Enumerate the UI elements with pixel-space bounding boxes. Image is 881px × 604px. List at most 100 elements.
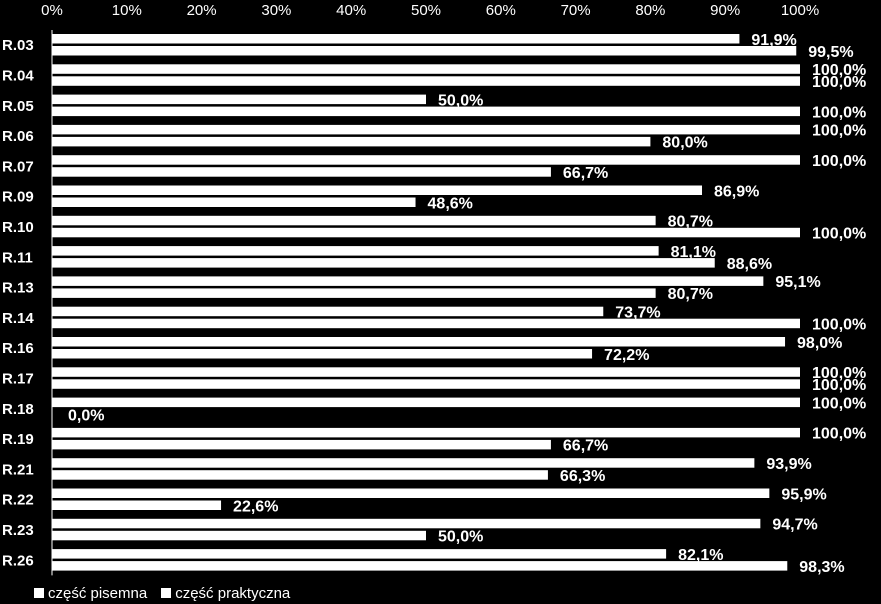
- bar-practical: [52, 106, 800, 117]
- x-tick-label: 70%: [561, 2, 591, 19]
- category-label: R.13: [2, 280, 34, 297]
- data-label-practical: 100,0%: [812, 226, 866, 243]
- data-label-practical: 0,0%: [68, 407, 104, 424]
- bar-written: [52, 549, 667, 559]
- bar-written: [52, 185, 703, 195]
- x-tick-label: 50%: [411, 2, 441, 19]
- bar-practical: [52, 76, 800, 86]
- category-label: R.11: [2, 249, 33, 266]
- data-label-practical: 72,2%: [604, 347, 649, 364]
- bar-practical: [52, 258, 715, 268]
- bar-practical: [52, 227, 800, 238]
- x-tick-label: 0%: [41, 2, 63, 19]
- bar-practical: [52, 561, 788, 571]
- data-label-written: 100,0%: [812, 62, 866, 79]
- bar-written: [52, 276, 764, 286]
- data-label-written: 98,0%: [797, 335, 842, 352]
- data-label-written: 81,1%: [671, 244, 716, 261]
- category-label: R.18: [2, 401, 34, 418]
- category-label: R.26: [2, 552, 34, 569]
- bar-practical: [52, 318, 800, 329]
- data-label-practical: 98,3%: [799, 559, 844, 576]
- bar-written: [52, 337, 786, 347]
- bar-practical: [52, 349, 593, 359]
- bar-practical: [52, 288, 656, 298]
- bar-written: [52, 458, 755, 468]
- data-label-written: 100,0%: [812, 365, 866, 382]
- legend-label-written: część pisemna: [48, 584, 148, 602]
- legend: część pisemna część praktyczna: [34, 584, 290, 602]
- data-label-practical: 100,0%: [812, 377, 866, 394]
- legend-swatch-written: [34, 588, 44, 598]
- data-label-practical: 66,7%: [563, 438, 608, 455]
- category-label: R.07: [2, 158, 34, 175]
- legend-item-practical: część praktyczna: [161, 585, 290, 602]
- x-tick-label: 100%: [781, 2, 819, 19]
- bar-written: [52, 397, 800, 408]
- bar-written: [52, 34, 740, 44]
- category-label: R.21: [2, 461, 34, 478]
- legend-swatch-practical: [161, 588, 172, 598]
- data-label-practical: 80,0%: [662, 135, 707, 152]
- bar-practical: [52, 500, 222, 510]
- category-label: R.23: [2, 522, 34, 539]
- bar-written: [52, 488, 770, 498]
- data-label-written: 95,9%: [781, 486, 826, 503]
- data-label-written: 100,0%: [812, 123, 866, 140]
- bar-written: [52, 427, 800, 438]
- bar-written: [52, 94, 426, 105]
- data-label-practical: 50,0%: [438, 529, 483, 546]
- category-label: R.04: [2, 67, 34, 84]
- data-label-practical: 66,7%: [563, 165, 608, 182]
- bar-practical: [52, 530, 426, 541]
- data-label-written: 91,9%: [751, 32, 796, 49]
- bar-written: [52, 306, 604, 317]
- x-tick-label: 40%: [336, 2, 366, 19]
- bar-written: [52, 246, 659, 256]
- category-label: R.16: [2, 340, 34, 357]
- x-tick-label: 60%: [486, 2, 516, 19]
- category-label: R.05: [2, 98, 34, 115]
- bar-practical: [52, 46, 797, 56]
- data-label-practical: 48,6%: [428, 195, 473, 212]
- data-label-practical: 100,0%: [812, 74, 866, 91]
- data-label-practical: 100,0%: [812, 316, 866, 333]
- bar-written: [52, 124, 800, 135]
- data-label-practical: 80,7%: [668, 286, 713, 303]
- category-label: R.22: [2, 492, 34, 509]
- data-label-practical: 99,5%: [808, 44, 853, 61]
- data-label-written: 80,7%: [668, 214, 713, 231]
- bar-written: [52, 518, 761, 529]
- data-label-written: 100,0%: [812, 153, 866, 170]
- bar-written: [52, 64, 800, 74]
- data-label-written: 94,7%: [772, 517, 817, 534]
- bar-written: [52, 155, 800, 165]
- bar-practical: [52, 136, 651, 147]
- data-label-written: 100,0%: [812, 395, 866, 412]
- x-tick-label: 20%: [187, 2, 217, 19]
- data-label-written: 95,1%: [775, 274, 820, 291]
- x-tick-label: 10%: [112, 2, 142, 19]
- data-label-practical: 88,6%: [727, 256, 772, 273]
- bar-written: [52, 215, 656, 226]
- category-label: R.10: [2, 219, 34, 236]
- x-tick-label: 30%: [261, 2, 291, 19]
- data-label-written: 73,7%: [615, 304, 660, 321]
- data-label-written: 86,9%: [714, 183, 759, 200]
- x-tick-label: 90%: [710, 2, 740, 19]
- data-label-practical: 66,3%: [560, 468, 605, 485]
- bar-written: [52, 367, 800, 377]
- category-label: R.06: [2, 128, 34, 145]
- bar-practical: [52, 379, 800, 389]
- data-label-written: 50,0%: [438, 92, 483, 109]
- legend-label-practical: część praktyczna: [175, 584, 291, 602]
- data-label-written: 82,1%: [678, 547, 723, 564]
- bar-practical: [52, 197, 416, 207]
- data-label-written: 93,9%: [766, 456, 811, 473]
- category-label: R.09: [2, 189, 34, 206]
- category-label: R.17: [2, 370, 34, 387]
- category-label: R.19: [2, 431, 34, 448]
- bar-practical: [52, 167, 551, 177]
- data-label-practical: 100,0%: [812, 104, 866, 121]
